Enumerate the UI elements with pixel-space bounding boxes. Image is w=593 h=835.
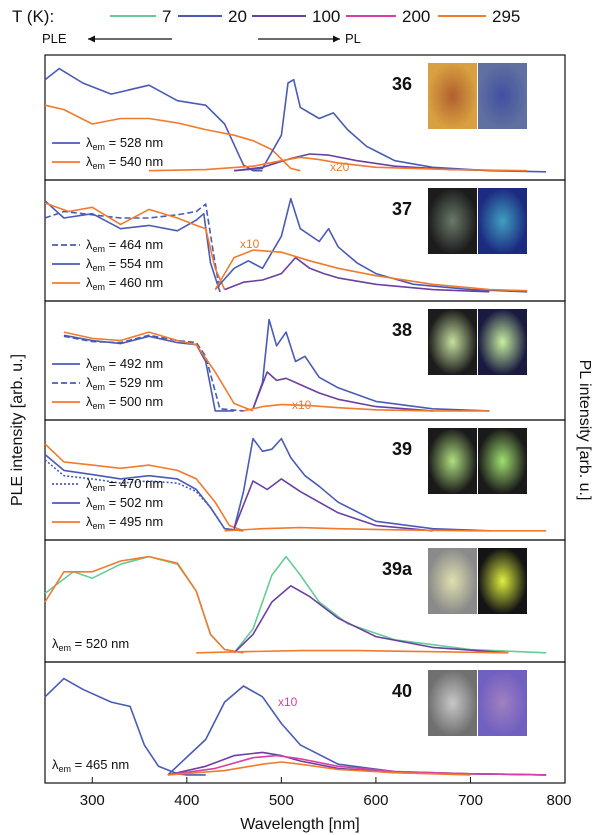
legend-line-label: λem = 528 nm (86, 135, 163, 152)
sample-photo-daylight (428, 548, 477, 614)
x-axis-ticks: 300 400 500 600 700 800 (80, 777, 572, 809)
series-ple-20-464-nm- (44, 203, 221, 292)
series-pl-20 (252, 318, 490, 412)
series-pl-100 (224, 256, 490, 293)
sample-photo-daylight (428, 428, 477, 494)
series-pl-295 (224, 526, 547, 532)
x-tick-label: 700 (458, 792, 483, 809)
series-ple-20-502-nm- (44, 453, 244, 532)
panel-number: 39 (392, 439, 412, 459)
panel-stack: 36 λem = 528 nm λem = 540 nm x20 37 λem = 464… (44, 54, 566, 784)
series-ple-295 (44, 104, 301, 172)
sample-photo-uv (478, 548, 527, 614)
series-pl-100 (233, 478, 433, 532)
x-tick-label: 300 (80, 792, 105, 809)
sample-photos (428, 188, 527, 254)
sample-photo-daylight (428, 63, 477, 129)
sample-photo-uv (478, 188, 527, 254)
sample-photo-uv (478, 670, 527, 736)
series-ple-295 (44, 443, 244, 532)
series-pl-7 (233, 555, 547, 654)
panel-frame (44, 661, 566, 784)
legend-label-20: 20 (228, 7, 247, 26)
scale-annotation: x10 (240, 237, 260, 251)
legend-line-label: λem = 520 nm (52, 636, 129, 653)
legend-line-label: λem = 464 nm (86, 237, 163, 254)
scale-annotation: x10 (292, 398, 312, 412)
ple-arrow-label: PLE (42, 31, 67, 46)
sample-photos (428, 670, 527, 736)
legend-line-label: λem = 502 nm (86, 495, 163, 512)
panel-number: 40 (392, 681, 412, 701)
series-ple-295 (63, 331, 254, 412)
panel-40: 40 λem = 465 nm x10 (44, 661, 566, 784)
sample-photo-uv (478, 309, 527, 375)
series-pl-100 (233, 584, 509, 654)
legend-line-label: λem = 492 nm (86, 356, 163, 373)
series-pl-100 (167, 751, 547, 776)
x-tick-label: 600 (363, 792, 388, 809)
series-pl-295 (167, 761, 471, 776)
panel-38: 38 λem = 492 nm λem = 529 nm λem = 500 nm x1… (44, 300, 566, 421)
legend-label-7: 7 (162, 7, 171, 26)
series-ple-20-529-nm- (63, 334, 244, 412)
panel-37: 37 λem = 464 nm λem = 554 nm λem = 460 nm x1… (44, 179, 566, 302)
legend-line-label: λem = 465 nm (52, 757, 129, 774)
panel-number: 38 (392, 320, 412, 340)
legend-line-label: λem = 460 nm (86, 275, 163, 292)
legend-line-label: λem = 529 nm (86, 375, 163, 392)
x-axis-label: Wavelength [nm] (240, 816, 359, 833)
legend-line-label: λem = 495 nm (86, 514, 163, 531)
panel-number: 37 (392, 199, 412, 219)
legend-label-100: 100 (312, 7, 340, 26)
series-pl-295 (214, 249, 528, 292)
legend-line-label: λem = 500 nm (86, 394, 163, 411)
sample-photo-daylight (428, 309, 477, 375)
pl-arrow-head (333, 35, 340, 43)
legend-line-label: λem = 470 nm (86, 476, 163, 493)
y-axis-label-right: PL intensity [arb. u.] (576, 360, 593, 501)
series-pl-295 (148, 156, 528, 172)
panel-number: 36 (392, 74, 412, 94)
x-tick-label: 400 (174, 792, 199, 809)
legend-line-label: λem = 540 nm (86, 154, 163, 171)
series-pl-20 (233, 437, 490, 532)
legend-line-label: λem = 554 nm (86, 256, 163, 273)
series-pl-20 (214, 197, 528, 293)
series-pl-295 (243, 403, 490, 412)
scale-annotation: x20 (330, 160, 350, 174)
x-tick-label: 500 (269, 792, 294, 809)
sample-photos (428, 309, 527, 375)
sample-photos (428, 428, 527, 494)
series-pl-100 (252, 371, 433, 412)
sample-photos (428, 548, 527, 614)
panel-39: 39 λem = 470 nm λem = 502 nm λem = 495 nm (44, 419, 566, 541)
sample-photos (428, 63, 527, 129)
series-ple-295 (44, 202, 226, 290)
legend-title: T (K): (12, 7, 54, 26)
series-pl-295 (196, 649, 509, 654)
series-ple-295 (44, 555, 244, 654)
sample-photo-daylight (428, 670, 477, 736)
ple-arrow-head (88, 35, 95, 43)
panel-36: 36 λem = 528 nm λem = 540 nm x20 (44, 54, 566, 181)
panel-39a: 39a λem = 520 nm (44, 539, 566, 663)
panel-number: 39a (382, 559, 413, 579)
sample-photo-uv (478, 63, 527, 129)
scale-annotation: x10 (278, 695, 298, 709)
direction-arrows: PLE PL (42, 31, 361, 46)
sample-photo-daylight (428, 188, 477, 254)
x-tick-label: 800 (546, 792, 571, 809)
legend-label-200: 200 (402, 7, 430, 26)
sample-photo-uv (478, 428, 527, 494)
series-ple-20-554-nm- (44, 200, 221, 293)
series-pl-20 (234, 78, 547, 173)
temperature-legend: T (K): 7 20 100 200 295 (12, 7, 520, 26)
legend-label-295: 295 (492, 7, 520, 26)
pl-arrow-label: PL (345, 31, 361, 46)
series-pl-200 (167, 754, 547, 776)
y-axis-label-left: PLE intensity [arb. u.] (9, 354, 26, 506)
